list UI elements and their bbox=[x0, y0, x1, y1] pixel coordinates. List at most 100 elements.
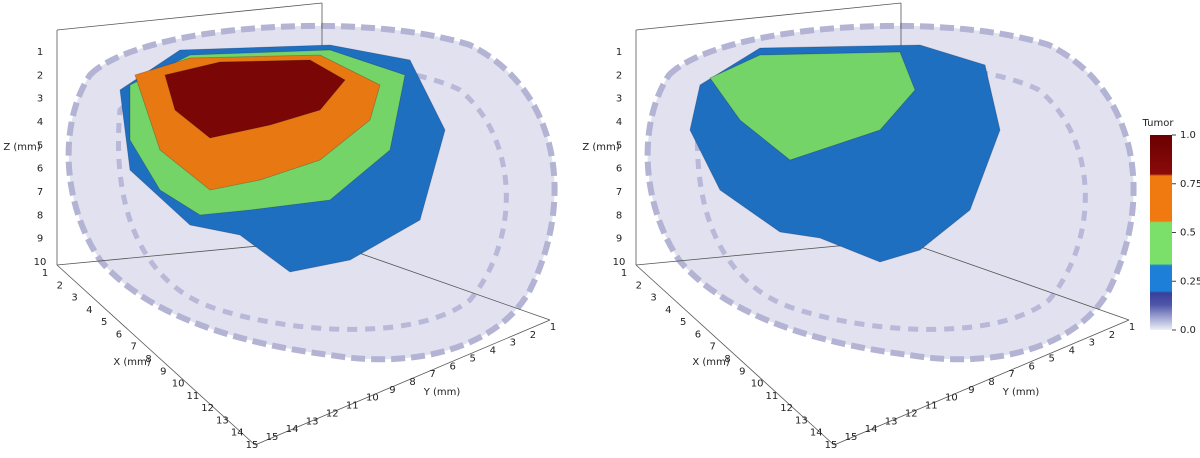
y-tick-label: 9 bbox=[389, 385, 395, 396]
x-tick-label: 15 bbox=[825, 440, 838, 451]
colorbar-tick-label: 0.25 bbox=[1180, 276, 1200, 287]
z-tick-label: 1 bbox=[616, 47, 622, 58]
axis-line bbox=[635, 2, 902, 31]
y-tick-label: 4 bbox=[490, 346, 496, 357]
colorbar-tick-label: 0.75 bbox=[1180, 179, 1200, 190]
z-tick-label: 1 bbox=[37, 47, 43, 58]
z-tick-label: 2 bbox=[616, 70, 622, 81]
y-tick-label: 3 bbox=[1089, 338, 1095, 349]
y-tick-label: 6 bbox=[1028, 361, 1034, 372]
colorbar-title: Tumor bbox=[1142, 118, 1175, 129]
z-tick-label: 6 bbox=[616, 164, 622, 175]
x-tick-label: 12 bbox=[780, 403, 793, 414]
y-tick-label: 13 bbox=[306, 416, 319, 427]
z-tick-label: 5 bbox=[37, 140, 43, 151]
x-tick-label: 11 bbox=[186, 391, 199, 402]
x-tick-label: 6 bbox=[695, 329, 701, 340]
y-tick-label: 10 bbox=[945, 393, 958, 404]
z-tick-label: 9 bbox=[616, 234, 622, 245]
axis-line bbox=[900, 239, 1130, 321]
x-tick-label: 10 bbox=[172, 379, 185, 390]
y-tick-label: 15 bbox=[266, 432, 279, 443]
z-tick-label: 10 bbox=[613, 257, 626, 268]
y-tick-label: 3 bbox=[510, 338, 516, 349]
y-tick-label: 9 bbox=[968, 385, 974, 396]
y-tick-label: 7 bbox=[1008, 369, 1014, 380]
x-tick-label: 2 bbox=[636, 280, 642, 291]
volume-shell bbox=[695, 62, 1088, 332]
z-tick-label: 8 bbox=[37, 210, 43, 221]
x-tick-label: 9 bbox=[160, 366, 166, 377]
y-tick-label: 10 bbox=[366, 393, 379, 404]
x-tick-label: 9 bbox=[739, 366, 745, 377]
z-tick-label: 7 bbox=[37, 187, 43, 198]
y-tick-label: 5 bbox=[470, 353, 476, 364]
y-tick-label: 11 bbox=[925, 401, 938, 412]
z-tick-label: 3 bbox=[616, 94, 622, 105]
x-tick-label: 8 bbox=[724, 354, 730, 365]
x-tick-label: 7 bbox=[710, 342, 716, 353]
x-tick-label: 5 bbox=[680, 317, 686, 328]
z-tick-label: 8 bbox=[616, 210, 622, 221]
z-tick-label: 10 bbox=[34, 257, 47, 268]
y-tick-label: 2 bbox=[1109, 330, 1115, 341]
x-tick-label: 4 bbox=[665, 305, 671, 316]
x-tick-label: 13 bbox=[216, 415, 229, 426]
z-tick-label: 7 bbox=[616, 187, 622, 198]
x-tick-label: 5 bbox=[101, 317, 107, 328]
y-tick-label: 5 bbox=[1049, 353, 1055, 364]
x-tick-label: 7 bbox=[131, 342, 137, 353]
axis-line bbox=[254, 319, 551, 446]
y-tick-label: 4 bbox=[1069, 346, 1075, 357]
y-tick-label: 7 bbox=[429, 369, 435, 380]
colorbar-tick-label: 1.0 bbox=[1180, 130, 1196, 141]
colorbar-tick-label: 0.0 bbox=[1180, 325, 1196, 336]
x-tick-label: 1 bbox=[621, 268, 627, 279]
x-tick-label: 15 bbox=[246, 440, 259, 451]
y-axis-label: Y (mm) bbox=[1002, 387, 1040, 398]
x-tick-label: 14 bbox=[810, 428, 823, 439]
colorbar bbox=[1150, 135, 1172, 330]
y-tick-label: 15 bbox=[845, 432, 858, 443]
x-tick-label: 10 bbox=[751, 379, 764, 390]
x-tick-label: 14 bbox=[231, 428, 244, 439]
tumor-region bbox=[709, 51, 916, 161]
x-tick-label: 4 bbox=[86, 305, 92, 316]
y-tick-label: 11 bbox=[346, 401, 359, 412]
axis-line bbox=[56, 264, 256, 446]
y-tick-label: 1 bbox=[1129, 322, 1135, 333]
y-tick-label: 12 bbox=[326, 408, 339, 419]
y-axis-label: Y (mm) bbox=[423, 387, 461, 398]
x-tick-label: 12 bbox=[201, 403, 214, 414]
y-tick-label: 12 bbox=[905, 408, 918, 419]
colorbar-tick-label: 0.5 bbox=[1180, 228, 1196, 239]
z-tick-label: 5 bbox=[616, 140, 622, 151]
y-tick-label: 8 bbox=[409, 377, 415, 388]
x-axis-label: X (mm) bbox=[692, 357, 729, 368]
z-tick-label: 6 bbox=[37, 164, 43, 175]
z-tick-label: 4 bbox=[616, 117, 622, 128]
x-axis-label: X (mm) bbox=[113, 357, 150, 368]
z-tick-label: 3 bbox=[37, 94, 43, 105]
x-tick-label: 6 bbox=[116, 329, 122, 340]
x-tick-label: 3 bbox=[650, 293, 656, 304]
x-tick-label: 8 bbox=[145, 354, 151, 365]
z-axis-label: Z (mm) bbox=[582, 142, 619, 153]
axis-line bbox=[56, 2, 323, 31]
z-tick-label: 4 bbox=[37, 117, 43, 128]
y-tick-label: 14 bbox=[865, 424, 878, 435]
z-axis-label: Z (mm) bbox=[3, 142, 40, 153]
axis-line bbox=[833, 319, 1130, 446]
x-tick-label: 13 bbox=[795, 415, 808, 426]
x-tick-label: 2 bbox=[57, 280, 63, 291]
volume-shell bbox=[116, 62, 509, 332]
tumor-region bbox=[164, 59, 346, 139]
z-tick-label: 9 bbox=[37, 234, 43, 245]
y-tick-label: 14 bbox=[286, 424, 299, 435]
z-tick-label: 2 bbox=[37, 70, 43, 81]
axis-line bbox=[635, 264, 835, 446]
y-tick-label: 8 bbox=[988, 377, 994, 388]
